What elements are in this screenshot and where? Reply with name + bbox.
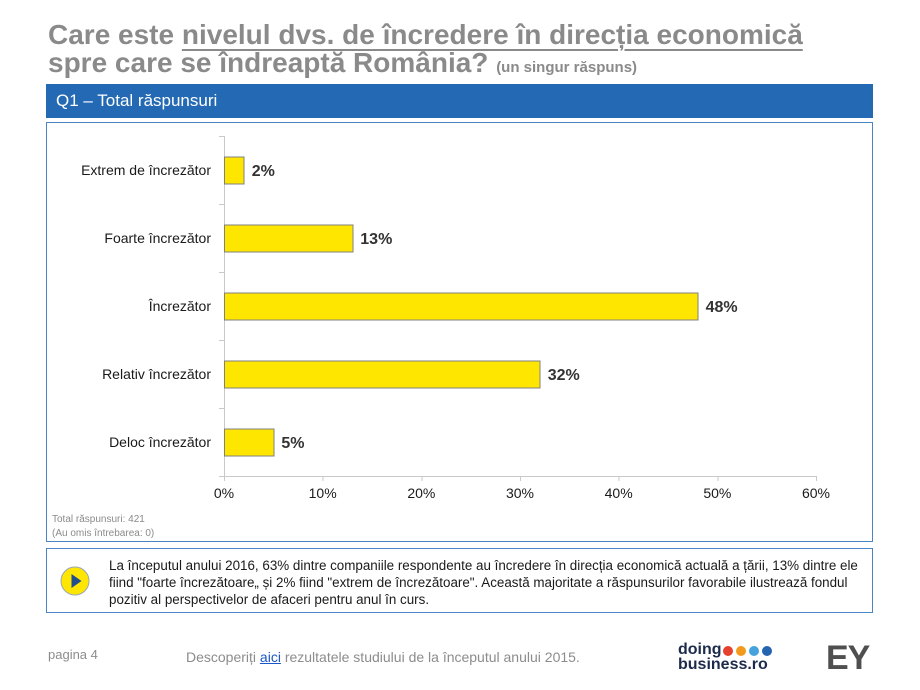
x-tick-label: 10%: [309, 485, 337, 501]
x-tick-label: 60%: [802, 485, 830, 501]
value-label: 2%: [252, 163, 275, 180]
logo-business-text: business.ro: [678, 656, 768, 673]
discover-prefix: Descoperiți: [186, 649, 260, 665]
x-tick-label: 20%: [407, 485, 435, 501]
logo-dot: [736, 646, 746, 656]
logo-dots: [723, 646, 773, 656]
x-tick-label: 30%: [506, 485, 534, 501]
slide-title: Care este nivelul dvs. de încredere în d…: [48, 21, 803, 82]
omitted-responses: (Au omis întrebarea: 0): [52, 528, 155, 539]
insight-box: La începutul anului 2016, 63% dintre com…: [46, 548, 873, 613]
title-note: (un singur răspuns): [496, 59, 638, 76]
logo-doing-text: doing: [678, 641, 722, 658]
category-label: Deloc încrezător: [109, 434, 211, 450]
x-tick-label: 40%: [605, 485, 633, 501]
x-tick-label: 50%: [703, 485, 731, 501]
discover-line: Descoperiți aici rezultatele studiului d…: [186, 649, 580, 665]
title-line-1: Care este nivelul dvs. de încredere în d…: [48, 21, 803, 49]
doingbusiness-logo: doing business.ro: [678, 642, 778, 674]
value-label: 5%: [281, 435, 304, 452]
category-label: Relativ încrezător: [102, 366, 211, 382]
page-number: pagina 4: [48, 647, 98, 662]
title-lead: Care este: [48, 19, 182, 50]
value-label: 48%: [706, 299, 738, 316]
category-label: Încrezător: [148, 298, 212, 314]
play-arrow-icon-graphic: [60, 566, 90, 596]
bar: [224, 292, 699, 321]
insight-line-2: fiind "foarte încrezătoare„ și 2% fiind …: [109, 575, 848, 590]
bar: [224, 224, 354, 253]
chart-panel: 0% 10% 20% 30% 40% 50% 60% Extrem de încrezător…: [46, 122, 873, 542]
value-label: 32%: [548, 367, 580, 384]
logo-dot: [762, 646, 772, 656]
discover-suffix: rezultatele studiului de la începutul an…: [280, 649, 580, 665]
logo-dot: [749, 646, 759, 656]
play-arrow-icon: [60, 566, 90, 596]
bar: [224, 156, 245, 185]
title-line-2: spre care se îndreaptă România? (un sing…: [48, 49, 803, 82]
discover-link[interactable]: aici: [259, 649, 281, 665]
title-underlined-phrase: nivelul dvs. de încredere în direcția ec…: [181, 19, 803, 50]
category-label: Extrem de încrezător: [81, 162, 211, 178]
title-line-2-text: spre care se îndreaptă România?: [48, 47, 489, 78]
bar: [224, 428, 275, 457]
question-banner: Q1 – Total răspunsuri: [46, 84, 873, 118]
total-responses: Total răspunsuri: 421: [52, 514, 145, 525]
category-label: Foarte încrezător: [104, 230, 211, 246]
bar-chart: 0% 10% 20% 30% 40% 50% 60% Extrem de încrezător…: [81, 136, 830, 501]
logo-dot: [723, 646, 733, 656]
x-tick-label: 0%: [214, 485, 234, 501]
ey-logo: EY: [826, 639, 870, 677]
insight-line-1: La începutul anului 2016, 63% dintre com…: [109, 558, 858, 573]
insight-line-3: pozitiv al perspectivelor de afaceri pen…: [109, 592, 430, 607]
bar: [224, 360, 541, 389]
insight-text: La începutul anului 2016, 63% dintre com…: [109, 557, 858, 608]
banner-label: Q1 – Total răspunsuri: [56, 91, 218, 110]
chart-footnote: Total răspunsuri: 421 (Au omis întrebare…: [52, 513, 154, 541]
value-label: 13%: [360, 231, 392, 248]
